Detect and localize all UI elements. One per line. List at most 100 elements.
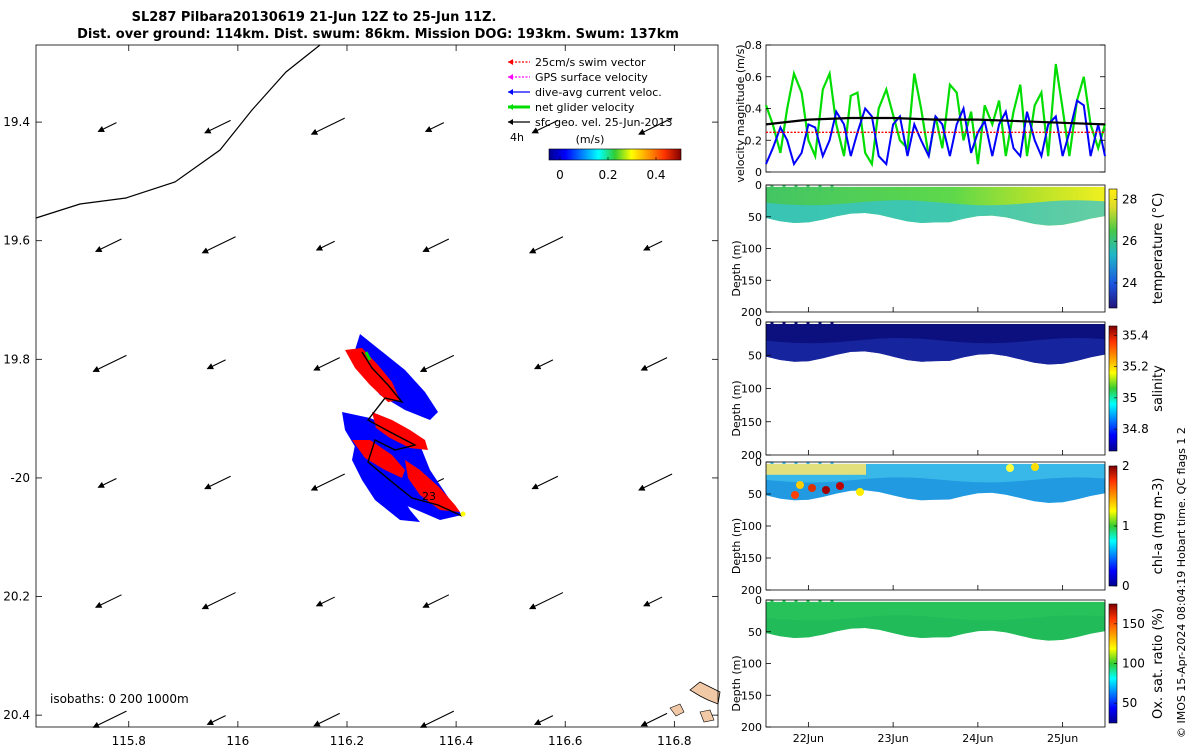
- section-colorbar-label: temperature (°C): [1151, 193, 1166, 305]
- velocity-y-tick-label: 0: [755, 166, 762, 179]
- section-colorbar: [1108, 325, 1118, 452]
- geo-velocity-arrow: [92, 354, 127, 372]
- geo-velocity-arrow: [531, 475, 559, 490]
- geo-velocity-arrow: [94, 594, 122, 608]
- dive-marker: [794, 600, 798, 607]
- velocity-y-tick-label: 0.4: [745, 103, 763, 116]
- geo-velocity-arrow: [313, 357, 340, 371]
- geo-velocity-arrow: [422, 594, 450, 608]
- geo-velocity-arrow: [419, 710, 455, 728]
- section-colorbar-tick-label: 50: [1122, 696, 1137, 710]
- isobath-line: [35, 44, 321, 219]
- map-axes-frame: [35, 44, 719, 728]
- section-x-tick-label: 23Jun: [878, 732, 909, 745]
- section-y-axis-label: Depth (m): [730, 380, 743, 436]
- colorbar-tick-label: 0.4: [646, 168, 665, 182]
- dive-marker: [806, 322, 810, 329]
- legend-arrowhead: [508, 74, 513, 80]
- islet-shape-2: [699, 709, 715, 723]
- glider-track-line: [361, 351, 463, 517]
- section-deep-layer: [766, 338, 1105, 365]
- legend-arrowhead: [508, 89, 513, 95]
- section-y-tick-label: 150: [741, 552, 762, 565]
- geo-velocity-arrow: [643, 596, 663, 607]
- chl-hotspot: [796, 481, 804, 489]
- velocity-axes-frame: [765, 44, 1106, 173]
- velocity-y-tick-label: 0.2: [745, 134, 763, 147]
- section-y-tick-label: 100: [741, 658, 762, 671]
- chl-hotspot: [1006, 464, 1014, 472]
- glider-track-cluster: 23: [342, 334, 466, 522]
- dive-avg-current-patch-3: [352, 445, 420, 522]
- geo-velocity-arrow: [533, 359, 554, 370]
- map-y-tick-label: 19.4: [3, 115, 30, 129]
- dive-marker: [770, 600, 774, 607]
- map-x-tick-label: 115.8: [112, 734, 146, 748]
- section-y-tick-label: 200: [741, 449, 762, 462]
- map-y-tick-label: 20.2: [3, 590, 30, 604]
- section-colorbar-tick-label: 2: [1122, 459, 1130, 473]
- section-x-tick-label: 25Jun: [1047, 732, 1078, 745]
- velocity-y-tick-label: 0.8: [745, 39, 763, 52]
- title-line-2: Dist. over ground: 114km. Dist. swum: 86…: [77, 27, 679, 42]
- title-line-1: SL287 Pilbara20130619 21-Jun 12Z to 25-J…: [132, 10, 497, 25]
- section-y-tick-label: 100: [741, 520, 762, 533]
- section-y-tick-label: 100: [741, 383, 762, 396]
- section-y-tick-label: 50: [748, 349, 762, 362]
- dive-marker: [818, 322, 822, 329]
- section-deep-layer: [766, 200, 1105, 226]
- section-panel-2: 0 50 100 150 200 Depth (m) 0 1 2 chl-a (mg m-3): [730, 456, 1166, 597]
- section-deep-layer: [766, 615, 1105, 641]
- velocity-y-axis-label: velocity magnitude (m/s): [734, 44, 747, 182]
- map-legend: 25cm/s swim vector GPS surface velocity di…: [508, 56, 672, 129]
- geo-velocity-arrow: [97, 477, 117, 488]
- section-panel-3: 0 50 100 150 200 Depth (m) 50 100 150 Ox. sat. ra…: [730, 594, 1166, 734]
- geo-velocity-arrow: [310, 473, 345, 491]
- section-panel-1: 0 50 100 150 200 Depth (m) 34.8 35 35.2 35.4 salin…: [730, 316, 1166, 462]
- section-y-tick-label: 150: [741, 416, 762, 429]
- velocity-series-1: [765, 98, 1106, 167]
- map-panel: 23 115.8 116 116.2 116.4 116.6 116.8 19.4 19.6…: [3, 44, 721, 748]
- chl-hotspot: [836, 482, 844, 490]
- colorbar-side-label: 4h: [510, 131, 524, 144]
- track-end-marker: [460, 511, 466, 517]
- chl-hotspot: [822, 486, 830, 494]
- section-y-tick-label: 50: [748, 488, 762, 501]
- section-colorbar: [1108, 188, 1118, 309]
- islet-shape: [669, 703, 685, 717]
- geo-velocity-arrow: [640, 712, 668, 727]
- dive-marker: [782, 600, 786, 607]
- section-y-tick-label: 0: [755, 316, 762, 329]
- map-x-tick-label: 116: [226, 734, 249, 748]
- legend-label: net glider velocity: [535, 101, 635, 114]
- geo-velocity-arrow: [310, 117, 345, 135]
- geo-velocity-arrow: [204, 119, 231, 134]
- colorbar-ticks: 0 0.2 0.4: [556, 157, 666, 182]
- section-colorbar-tick-label: 26: [1122, 234, 1137, 248]
- section-colorbar-tick-label: 0: [1122, 579, 1130, 593]
- map-y-tick-label: -20: [10, 471, 30, 485]
- section-y-tick-label: 0: [755, 456, 762, 469]
- geo-velocity-arrow: [533, 715, 554, 725]
- section-y-axis-label: Depth (m): [730, 518, 743, 574]
- geo-velocity-arrow: [422, 238, 450, 252]
- chl-hotspot: [856, 488, 864, 496]
- geo-velocity-arrow: [531, 119, 559, 134]
- section-colorbar-label: salinity: [1151, 365, 1166, 412]
- colorbar-label: (m/s): [576, 133, 605, 146]
- legend-label: sfc geo. vel. 25-Jun-2013: [535, 116, 672, 129]
- velocity-series-2: [765, 116, 1106, 126]
- map-y-tick-label: 19.8: [3, 352, 30, 366]
- section-colorbar-tick-label: 35.4: [1122, 328, 1149, 342]
- isobaths-label: isobaths: 0 200 1000m: [50, 692, 189, 706]
- geo-velocity-arrow: [92, 710, 127, 728]
- geo-velocity-arrow: [643, 240, 663, 251]
- contour-label: 23: [422, 490, 436, 503]
- section-colorbar-tick-label: 34.8: [1122, 422, 1149, 436]
- geo-velocity-arrow: [206, 359, 226, 370]
- section-colorbar-tick-label: 150: [1122, 617, 1145, 631]
- section-y-tick-label: 200: [741, 306, 762, 319]
- dive-marker: [770, 322, 774, 329]
- section-y-tick-label: 150: [741, 274, 762, 287]
